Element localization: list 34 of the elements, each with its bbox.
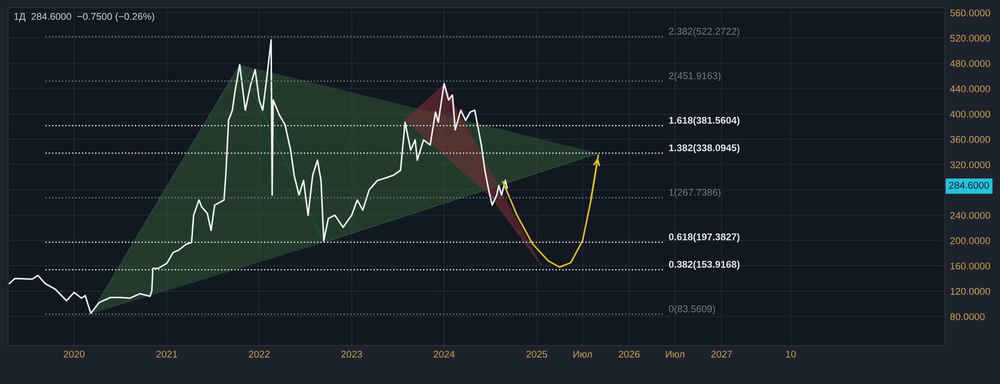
x-tick-label: Июл [666,350,684,358]
text: 284.6000 [949,182,989,189]
x-tick-label: 2022 [248,350,270,358]
chart-title: 1Д 284.6000 −0.7500 (−0.26%) [14,12,154,22]
x-tick-label: 2021 [156,350,178,358]
x-tick-label: 2027 [711,350,732,358]
x-tick-label: 10 [786,350,796,358]
y-tick-label: 400.0000 [950,110,990,118]
y-tick-label: 520.0000 [950,34,990,42]
x-tick-label: 2025 [526,350,548,358]
x-tick-label: 2020 [64,350,85,358]
x-tick-label: 2023 [341,350,362,358]
y-tick-label: 440.0000 [950,85,990,92]
y-tick-label: 320.0000 [950,161,990,168]
y-tick-label: 120.0000 [950,288,990,295]
y-tick-label: 240.0000 [950,212,990,219]
y-tick-label: 560.0000 [950,9,990,16]
ref-line-label: 0.382(153.9168) [668,260,740,270]
x-tick-label: Июл [574,350,592,358]
ref-line-label: 0(83.5609) [668,305,716,314]
ref-line-label: 1(267.7386) [669,188,720,198]
y-tick-label: 200.0000 [950,237,990,244]
ref-line-label: 1.382(338.0945) [669,144,740,154]
x-tick-label: 2026 [618,350,640,358]
ref-line-label: 2(451.9163) [669,72,720,82]
line-series [502,154,600,268]
ref-line-label: 1.618(381.5604) [669,116,740,126]
ref-line-label: 0.618(197.3827) [668,233,740,242]
y-tick-label: 160.0000 [950,262,990,270]
ref-line-label: 2.382(522.2722) [669,28,740,37]
y-tick-label: 360.0000 [950,136,990,143]
y-tick-label: 80.0000 [950,313,985,320]
x-tick-label: 2024 [434,350,455,358]
y-tick-label: 480.0000 [950,60,990,67]
